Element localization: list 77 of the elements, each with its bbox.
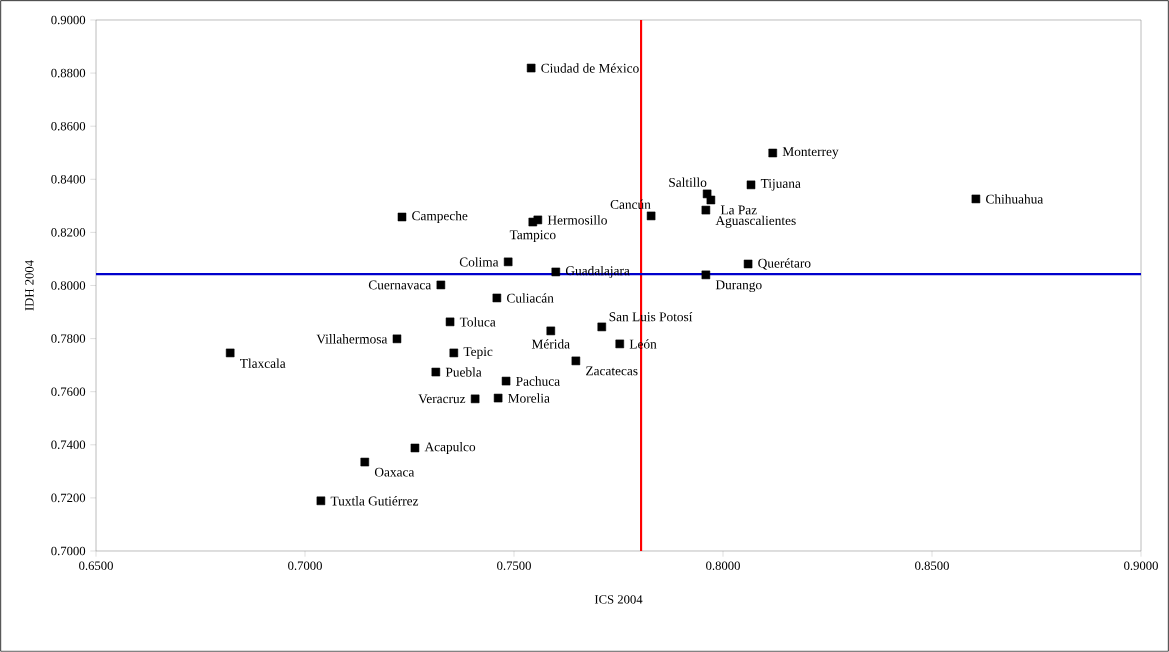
annotation: Hermosillo [547,215,607,225]
point [449,348,459,358]
point [701,270,711,280]
annotation: Pachuca [516,376,560,386]
annotation: Monterrey [782,147,839,159]
x-tick-label: 0.8500 [915,561,949,570]
annotation: Puebla [445,367,482,377]
point [706,195,716,205]
point [528,217,538,227]
annotation: Mérida [531,339,570,349]
point [470,394,480,404]
annotation: Tijuana [760,179,801,191]
point [646,211,656,221]
annotation: Tepic [463,347,493,359]
point [392,334,402,344]
y-axis-title: IDH 2004 [25,260,34,311]
y-tick-label: 0.7000 [51,546,86,556]
y-tick-label: 0.8200 [51,228,86,237]
annotation: Saltillo [669,177,707,187]
x-tick-label: 0.7000 [288,561,322,570]
annotation: Veracruz [418,394,466,404]
point [397,212,407,222]
point [501,376,511,386]
y-tick-label: 0.8400 [51,174,86,184]
x-tick-label: 0.7500 [497,561,531,570]
point [571,356,581,366]
point [410,443,420,453]
point [360,457,370,467]
point [971,194,981,204]
y-tick-label: 0.8000 [51,281,86,290]
y-tick-label: 0.9000 [51,15,86,25]
point [316,496,326,506]
point [445,317,455,327]
point [546,326,556,336]
annotation: Culiacán [507,293,554,303]
annotation: Cuernavaca [368,280,432,290]
y-tick-label: 0.8800 [51,68,86,78]
y-tick-label: 0.7800 [51,334,86,343]
annotation: La Paz [720,205,757,215]
x-tick-label: 0.9000 [1124,561,1158,570]
annotation: Querétaro [758,258,811,270]
annotation: Tuxtla Gutiérrez [330,496,419,506]
point [492,293,502,303]
x-axis-title: ICS 2004 [594,595,643,604]
x-tick-label: 0.6500 [79,561,113,570]
point [431,367,441,377]
point [493,393,503,403]
point [526,63,536,73]
annotation: Acapulco [424,441,476,455]
annotation: Tlaxcala [240,358,286,368]
annotation: Chihuahua [986,194,1044,204]
annotation: Colima [459,257,499,267]
point [503,257,513,267]
point [746,180,756,190]
point [768,148,778,158]
annotation: Villahermosa [316,334,388,344]
point [551,267,561,277]
y-tick-label: 0.7600 [51,387,86,396]
annotation: Zacatecas [586,366,638,376]
annotation: Durango [715,280,762,293]
annotation: Oaxaca [374,467,415,477]
y-tick-label: 0.7200 [51,493,86,503]
annotation: Aguascalientes [715,215,796,228]
annotation: Ciudad de México [541,63,639,73]
annotation: Morelia [508,393,550,403]
point [701,205,711,215]
point [597,322,607,332]
annotation: Campeche [412,210,468,224]
point [615,339,625,349]
y-tick-label: 0.8600 [51,121,86,131]
y-tick-label: 0.7400 [51,440,86,450]
point [436,280,446,290]
annotation: Tampico [509,230,556,242]
point [743,259,753,269]
annotation: Toluca [459,317,496,327]
point [225,348,235,358]
x-tick-label: 0.8000 [706,561,740,570]
